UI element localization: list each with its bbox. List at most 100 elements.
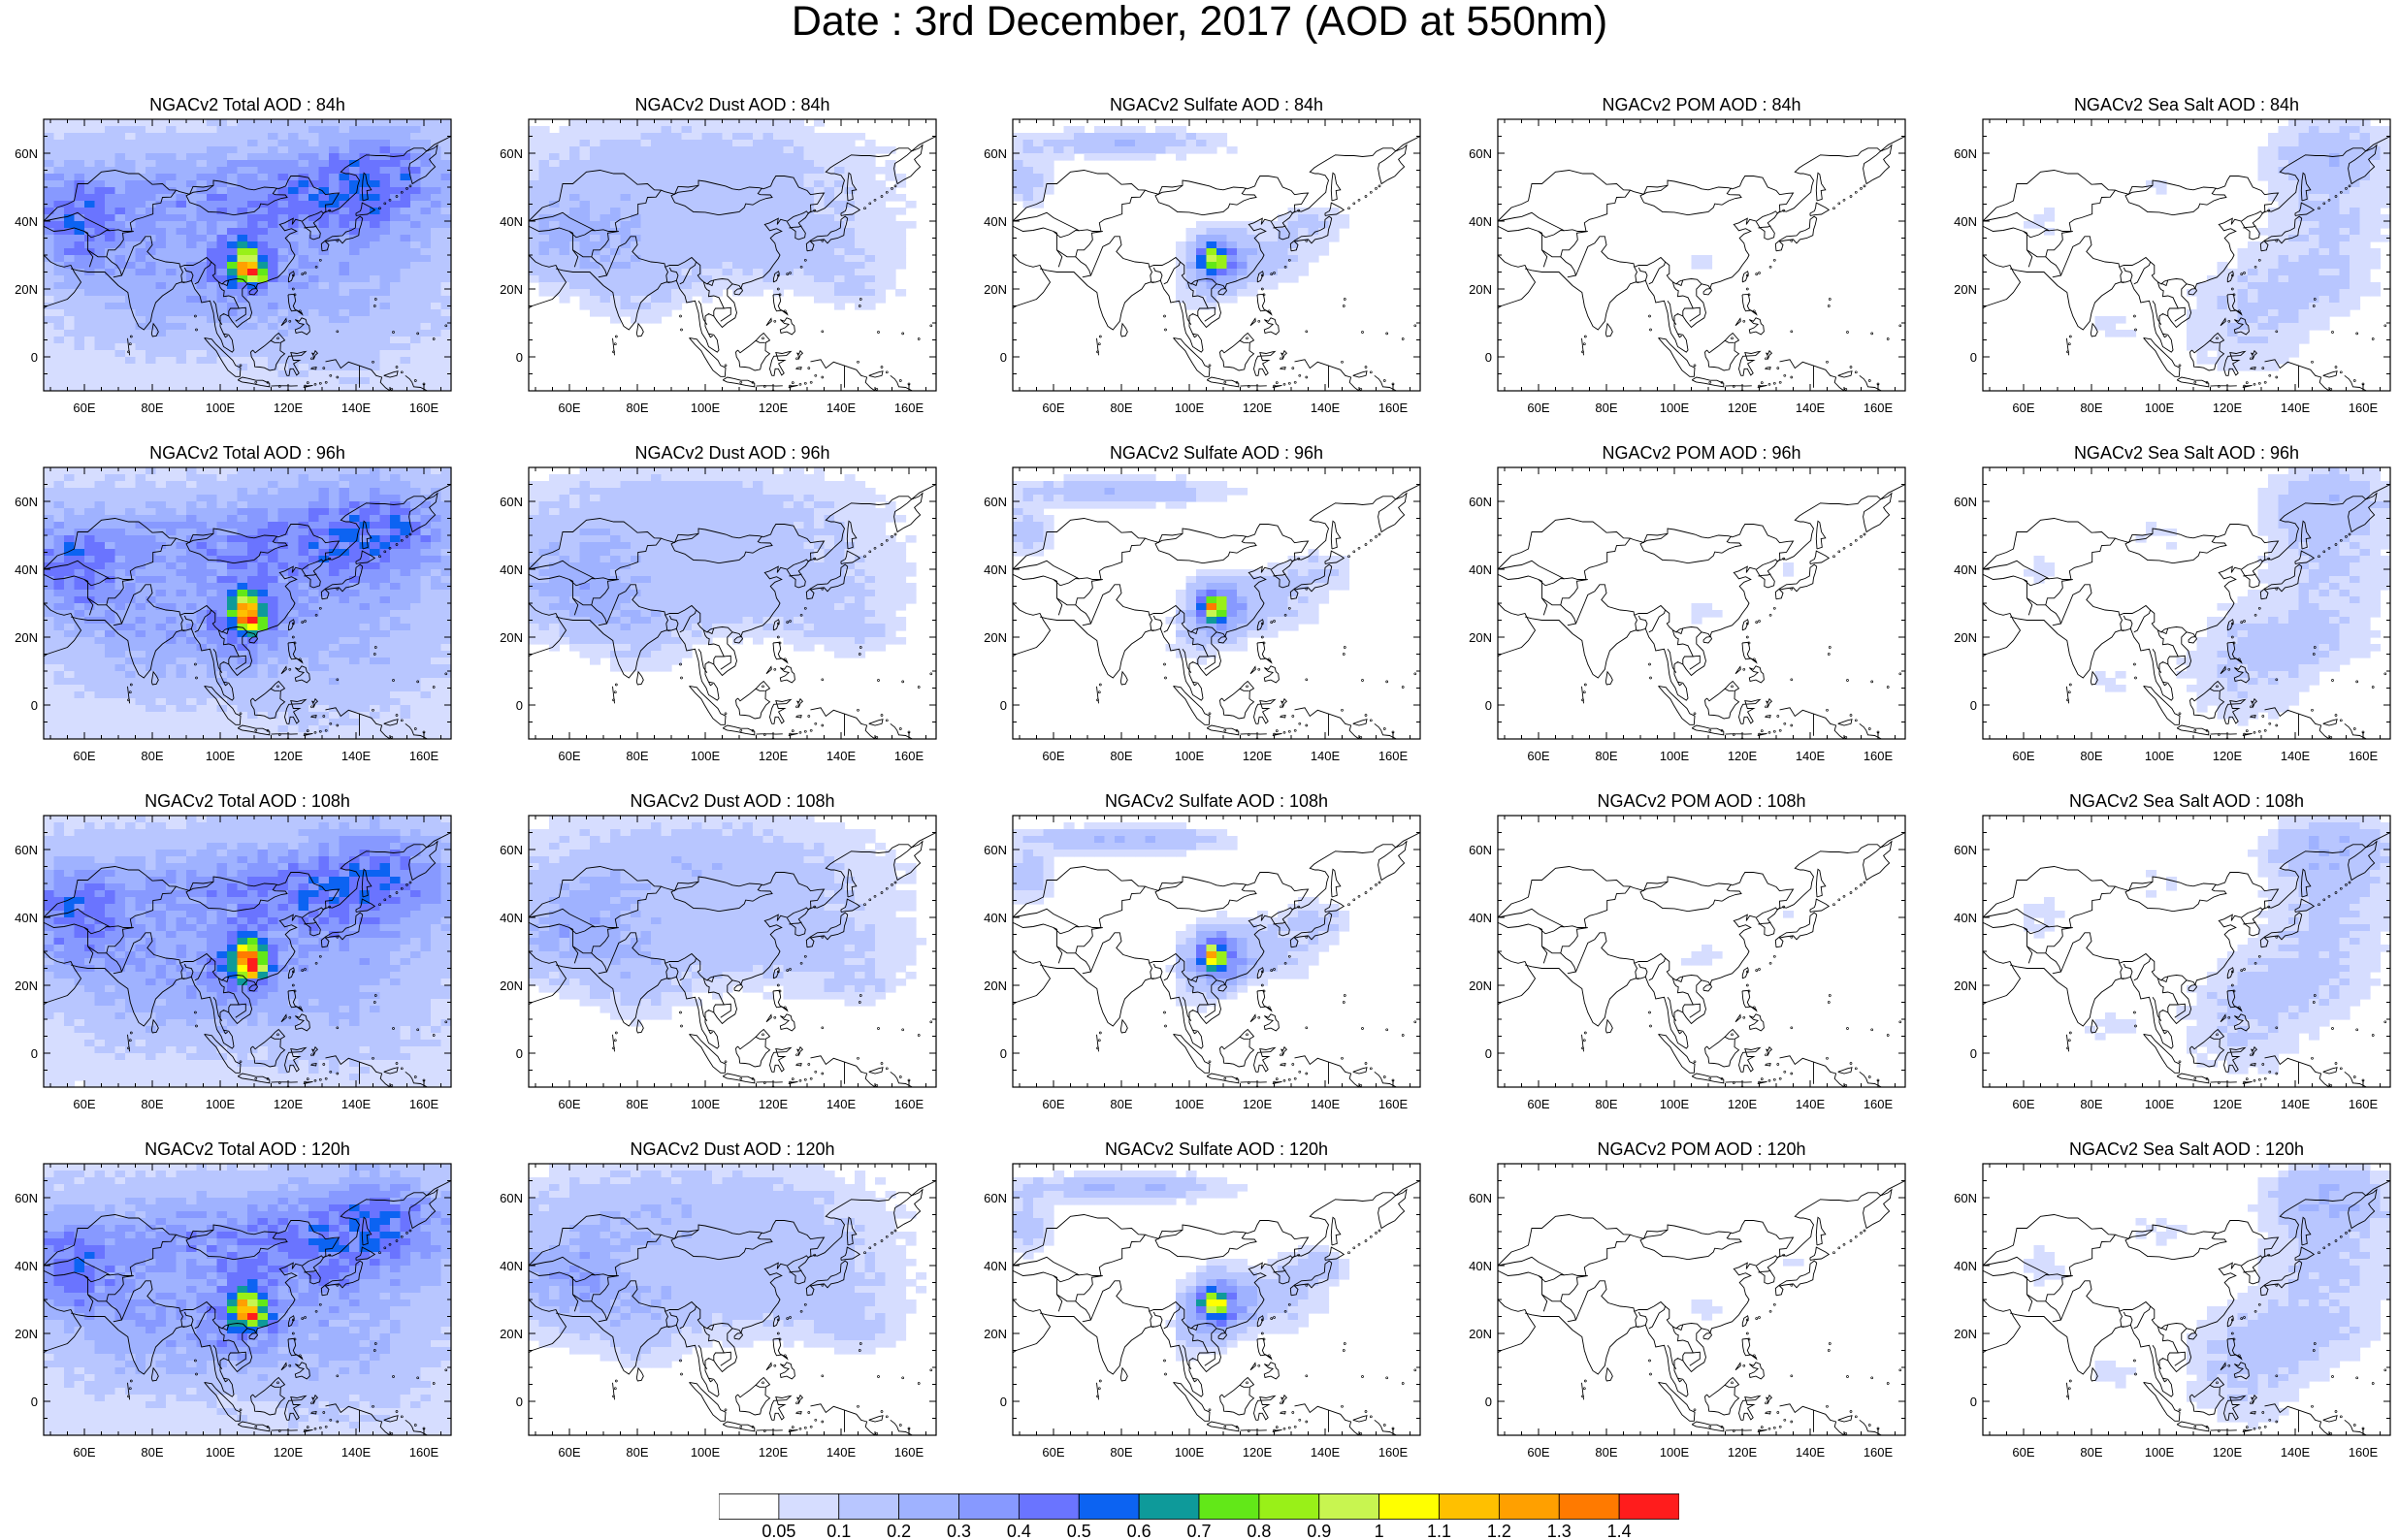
minor-ticks xyxy=(44,119,451,391)
colorbar-label: 0.7 xyxy=(1186,1522,1211,1540)
coastlines xyxy=(1983,832,2390,1087)
y-tick-label: 40N xyxy=(15,911,38,925)
colorbar-swatch xyxy=(1618,1493,1679,1520)
coastlines xyxy=(44,484,451,739)
y-tick-label: 60N xyxy=(500,1191,523,1205)
y-tick-label: 20N xyxy=(1954,1327,1977,1341)
y-tick-label: 20N xyxy=(500,979,523,993)
colorbar-label: 1.2 xyxy=(1487,1522,1511,1540)
x-tick-label: 140E xyxy=(341,1097,372,1111)
colorbar-label: 0.3 xyxy=(947,1522,971,1540)
x-tick-label: 80E xyxy=(2080,401,2102,415)
y-tick-label: 20N xyxy=(1469,979,1492,993)
aod-field xyxy=(1013,1171,1350,1362)
y-tick-label: 0 xyxy=(31,1395,38,1409)
map-panel-total-96: NGACv2 Total AOD : 96h 60E 80E 100E 120E 140E… xyxy=(15,443,452,763)
colorbar-swatch xyxy=(1378,1493,1440,1520)
minor-ticks xyxy=(529,816,936,1087)
panel-title: NGACv2 Total AOD : 120h xyxy=(145,1139,350,1159)
panel-title: NGACv2 Sulfate AOD : 120h xyxy=(1105,1139,1328,1159)
map-panel-dust-84: NGACv2 Dust AOD : 84h 60E 80E 100E 120E 140E 1… xyxy=(500,95,937,415)
x-tick-label: 160E xyxy=(1864,401,1894,415)
coastlines xyxy=(1983,1180,2390,1435)
panel-title: NGACv2 Sea Salt AOD : 108h xyxy=(2069,791,2304,811)
y-tick-label: 20N xyxy=(984,1327,1007,1341)
x-tick-label: 100E xyxy=(691,1445,721,1460)
y-tick-label: 60N xyxy=(1954,146,1977,161)
y-tick-label: 0 xyxy=(31,1046,38,1061)
map-panel-dust-96: NGACv2 Dust AOD : 96h 60E 80E 100E 120E 140E 1… xyxy=(500,443,937,763)
x-tick-label: 60E xyxy=(2012,401,2034,415)
colorbar-label: 0.6 xyxy=(1127,1522,1151,1540)
aod-field xyxy=(44,1164,451,1435)
x-tick-label: 140E xyxy=(1796,1097,1826,1111)
x-tick-label: 60E xyxy=(1042,1097,1064,1111)
y-tick-label: 60N xyxy=(1954,843,1977,857)
x-tick-label: 60E xyxy=(73,1097,95,1111)
x-tick-label: 100E xyxy=(1175,1445,1205,1460)
x-tick-label: 120E xyxy=(1728,1445,1758,1460)
x-tick-label: 100E xyxy=(1175,401,1205,415)
minor-ticks xyxy=(44,1164,451,1435)
colorbar: 0.05 0.1 0.2 0.3 0.4 0.5 0.6 0.7 0.8 0.9 1 1.1 1.2 1.… xyxy=(719,1493,1679,1540)
panel-title: NGACv2 POM AOD : 120h xyxy=(1597,1139,1805,1159)
coastlines xyxy=(1013,1180,1420,1435)
x-tick-label: 140E xyxy=(1311,401,1341,415)
y-tick-label: 40N xyxy=(984,1259,1007,1273)
colorbar-label: 1.4 xyxy=(1607,1522,1632,1540)
panel-title: NGACv2 Dust AOD : 96h xyxy=(634,443,829,463)
minor-ticks xyxy=(1013,119,1420,391)
x-tick-label: 140E xyxy=(2281,1097,2311,1111)
y-tick-label: 0 xyxy=(516,1395,523,1409)
x-tick-label: 160E xyxy=(894,749,924,763)
map-panel-seasalt-120: NGACv2 Sea Salt AOD : 120h 60E 80E 100E 120E… xyxy=(1954,1139,2391,1460)
y-tick-label: 60N xyxy=(500,495,523,509)
x-tick-label: 80E xyxy=(1110,749,1132,763)
coastlines xyxy=(44,1180,451,1435)
x-tick-label: 160E xyxy=(2349,749,2379,763)
x-tick-label: 120E xyxy=(1243,749,1273,763)
y-tick-label: 40N xyxy=(15,1259,38,1273)
y-tick-label: 20N xyxy=(500,1327,523,1341)
colorbar-swatch xyxy=(1258,1493,1320,1520)
x-tick-label: 140E xyxy=(827,749,857,763)
y-tick-label: 40N xyxy=(1954,1259,1977,1273)
panel-title: NGACv2 Dust AOD : 84h xyxy=(634,95,829,114)
x-tick-label: 60E xyxy=(1527,749,1549,763)
y-tick-label: 0 xyxy=(516,698,523,713)
x-tick-label: 60E xyxy=(558,1445,580,1460)
x-tick-label: 160E xyxy=(1378,749,1409,763)
x-tick-label: 60E xyxy=(1527,1445,1549,1460)
x-tick-label: 100E xyxy=(1660,401,1690,415)
colorbar-label: 0.2 xyxy=(887,1522,911,1540)
minor-ticks xyxy=(529,1164,936,1435)
x-tick-label: 160E xyxy=(2349,1097,2379,1111)
x-tick-label: 100E xyxy=(206,1445,236,1460)
x-tick-label: 160E xyxy=(2349,1445,2379,1460)
x-tick-label: 100E xyxy=(1660,1445,1690,1460)
y-tick-label: 20N xyxy=(15,630,38,645)
x-tick-label: 100E xyxy=(2145,1097,2175,1111)
x-tick-label: 140E xyxy=(2281,401,2311,415)
x-tick-label: 120E xyxy=(1728,401,1758,415)
colorbar-swatch xyxy=(1558,1493,1620,1520)
colorbar-swatch xyxy=(778,1493,840,1520)
y-tick-label: 60N xyxy=(1469,1191,1492,1205)
y-tick-label: 60N xyxy=(984,1191,1007,1205)
panel-title: NGACv2 Dust AOD : 120h xyxy=(630,1139,834,1159)
y-tick-label: 0 xyxy=(1970,698,1977,713)
y-tick-label: 40N xyxy=(15,562,38,577)
y-tick-label: 40N xyxy=(1469,911,1492,925)
x-tick-label: 140E xyxy=(2281,1445,2311,1460)
y-tick-label: 20N xyxy=(1469,630,1492,645)
map-panel-dust-108: NGACv2 Dust AOD : 108h 60E 80E 100E 120E 140E… xyxy=(500,791,937,1111)
y-tick-label: 20N xyxy=(1954,630,1977,645)
page-title: Date : 3rd December, 2017 (AOD at 550nm) xyxy=(791,0,1608,45)
y-tick-label: 40N xyxy=(984,214,1007,229)
y-tick-label: 0 xyxy=(31,350,38,365)
x-tick-label: 120E xyxy=(2213,749,2243,763)
x-tick-label: 100E xyxy=(206,401,236,415)
map-panel-pom-96: NGACv2 POM AOD : 96h 60E 80E 100E 120E 140E 16… xyxy=(1469,443,1906,763)
colorbar-swatch xyxy=(719,1493,780,1520)
x-tick-label: 60E xyxy=(2012,1445,2034,1460)
